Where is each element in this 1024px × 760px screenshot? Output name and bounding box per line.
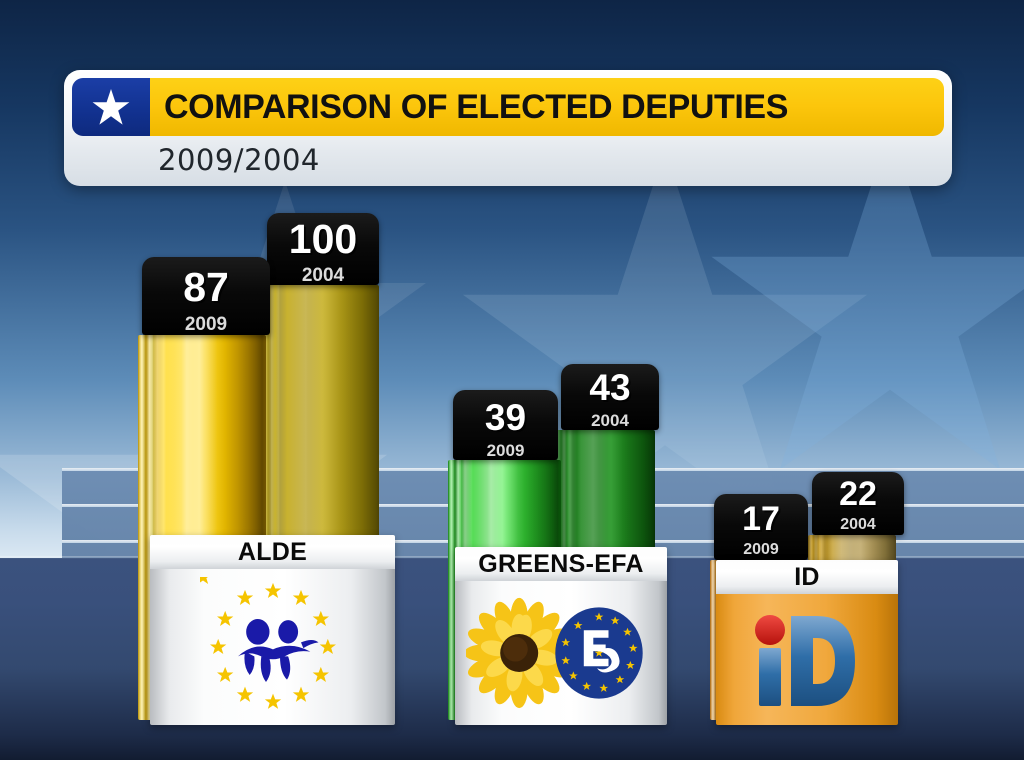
party-label-greens-efa: GREENS-EFA [478, 549, 644, 578]
title-badge [72, 78, 150, 136]
value-greens-2004: 43 [589, 367, 631, 408]
plate-name-greens-efa: GREENS-EFA [455, 547, 667, 581]
label-plate-greens-efa: GREENS-EFA [455, 547, 667, 725]
value-alde-2009: 87 [183, 264, 229, 310]
year-id-2004: 2004 [840, 516, 876, 533]
value-cap-greens-2004: 43 2004 [561, 364, 659, 430]
value-cap-id-2009: 17 2009 [714, 494, 808, 560]
plate-name-id: ID [716, 560, 898, 594]
plate-logo-greens-efa [455, 581, 667, 725]
year-greens-2004: 2004 [591, 411, 629, 430]
value-cap-alde-2004: 100 2004 [267, 213, 379, 285]
page-subtitle: 2009/2004 [158, 143, 320, 177]
party-label-alde: ALDE [237, 537, 308, 566]
value-cap-id-2004: 22 2004 [812, 472, 904, 535]
value-alde-2004: 100 [288, 216, 358, 262]
title-row: COMPARISON OF ELECTED DEPUTIES [72, 78, 944, 136]
party-label-id: ID [794, 562, 820, 591]
year-alde-2004: 2004 [301, 265, 345, 285]
label-plate-id: ID [716, 560, 898, 725]
id-logo [755, 614, 855, 706]
title-bar: COMPARISON OF ELECTED DEPUTIES [150, 78, 944, 136]
value-cap-alde-2009: 87 2009 [142, 257, 270, 335]
greens-efa-logo [466, 597, 643, 709]
value-id-2009: 17 [742, 500, 780, 538]
value-cap-greens-2009: 39 2009 [453, 390, 558, 460]
plate-logo-id [716, 594, 898, 725]
value-id-2004: 22 [839, 475, 877, 513]
year-greens-2009: 2009 [486, 441, 525, 460]
bar-group-alde: 100 2004 87 2009 ALDE [130, 200, 395, 725]
bar-group-greens-efa: 43 2004 39 2009 GREENS-EFA [445, 300, 667, 725]
value-greens-2009: 39 [484, 397, 527, 438]
alde-logo [199, 577, 336, 709]
bar-group-id: 22 2004 17 2009 ID [708, 420, 904, 725]
title-plate: COMPARISON OF ELECTED DEPUTIES 2009/2004 [64, 70, 952, 186]
star-icon [92, 89, 130, 125]
label-plate-alde: ALDE [150, 535, 395, 725]
page-title: COMPARISON OF ELECTED DEPUTIES [164, 87, 788, 126]
plate-logo-alde [150, 569, 395, 725]
year-alde-2009: 2009 [184, 314, 228, 335]
plate-name-alde: ALDE [150, 535, 395, 569]
year-id-2009: 2009 [743, 541, 779, 558]
